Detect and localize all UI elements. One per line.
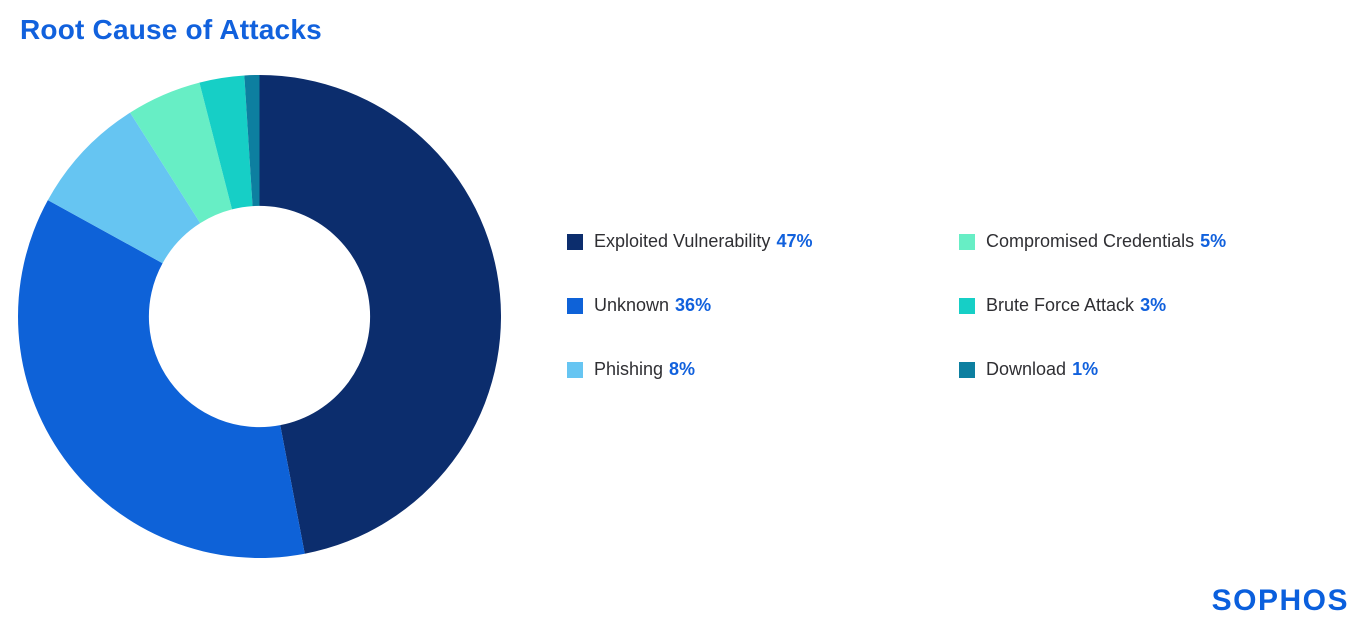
sophos-logo: SOPHOS: [1211, 584, 1349, 617]
legend-percent: 5%: [1200, 231, 1227, 251]
legend-label: Download: [986, 359, 1067, 379]
legend-label: Unknown: [594, 295, 670, 315]
donut-segment-download: [244, 75, 260, 207]
legend-percent: 47%: [776, 231, 813, 251]
chart-content: Exploited Vulnerability 47% Unknown 36% Phis…: [18, 75, 1279, 558]
legend-swatch-exploited-vulnerability: [567, 233, 583, 250]
chart-title: Root Cause of Attacks: [20, 14, 322, 45]
legend-swatch-compromised-credentials: [959, 233, 975, 250]
legend-item-download: Download 1%: [959, 359, 1279, 380]
donut-segment-brute-force-attack: [199, 75, 253, 210]
legend-swatch-unknown: [567, 297, 583, 314]
legend-percent: 36%: [675, 295, 712, 315]
legend-label: Brute Force Attack: [986, 295, 1135, 315]
legend-swatch-download: [959, 361, 975, 378]
donut-segment-compromised-credentials: [130, 82, 232, 224]
donut-segment-exploited-vulnerability: [259, 75, 501, 554]
legend-swatch-brute-force-attack: [959, 297, 975, 314]
legend: Exploited Vulnerability 47% Unknown 36% Phis…: [567, 231, 1279, 380]
legend-item-compromised-credentials: Compromised Credentials 5%: [959, 231, 1279, 252]
legend-item-exploited-vulnerability: Exploited Vulnerability 47%: [567, 231, 887, 252]
legend-label: Compromised Credentials: [986, 231, 1195, 251]
legend-percent: 3%: [1140, 295, 1167, 315]
legend-swatch-phishing: [567, 361, 583, 378]
legend-label: Exploited Vulnerability: [594, 231, 771, 251]
legend-item-phishing: Phishing 8%: [567, 359, 887, 380]
legend-percent: 8%: [669, 359, 696, 379]
legend-label: Phishing: [594, 359, 664, 379]
donut-segment-unknown: [18, 200, 305, 558]
legend-item-brute-force-attack: Brute Force Attack 3%: [959, 295, 1279, 316]
legend-item-unknown: Unknown 36%: [567, 295, 887, 316]
legend-percent: 1%: [1072, 359, 1099, 379]
donut-segment-phishing: [47, 112, 201, 264]
donut-chart: [18, 75, 501, 558]
